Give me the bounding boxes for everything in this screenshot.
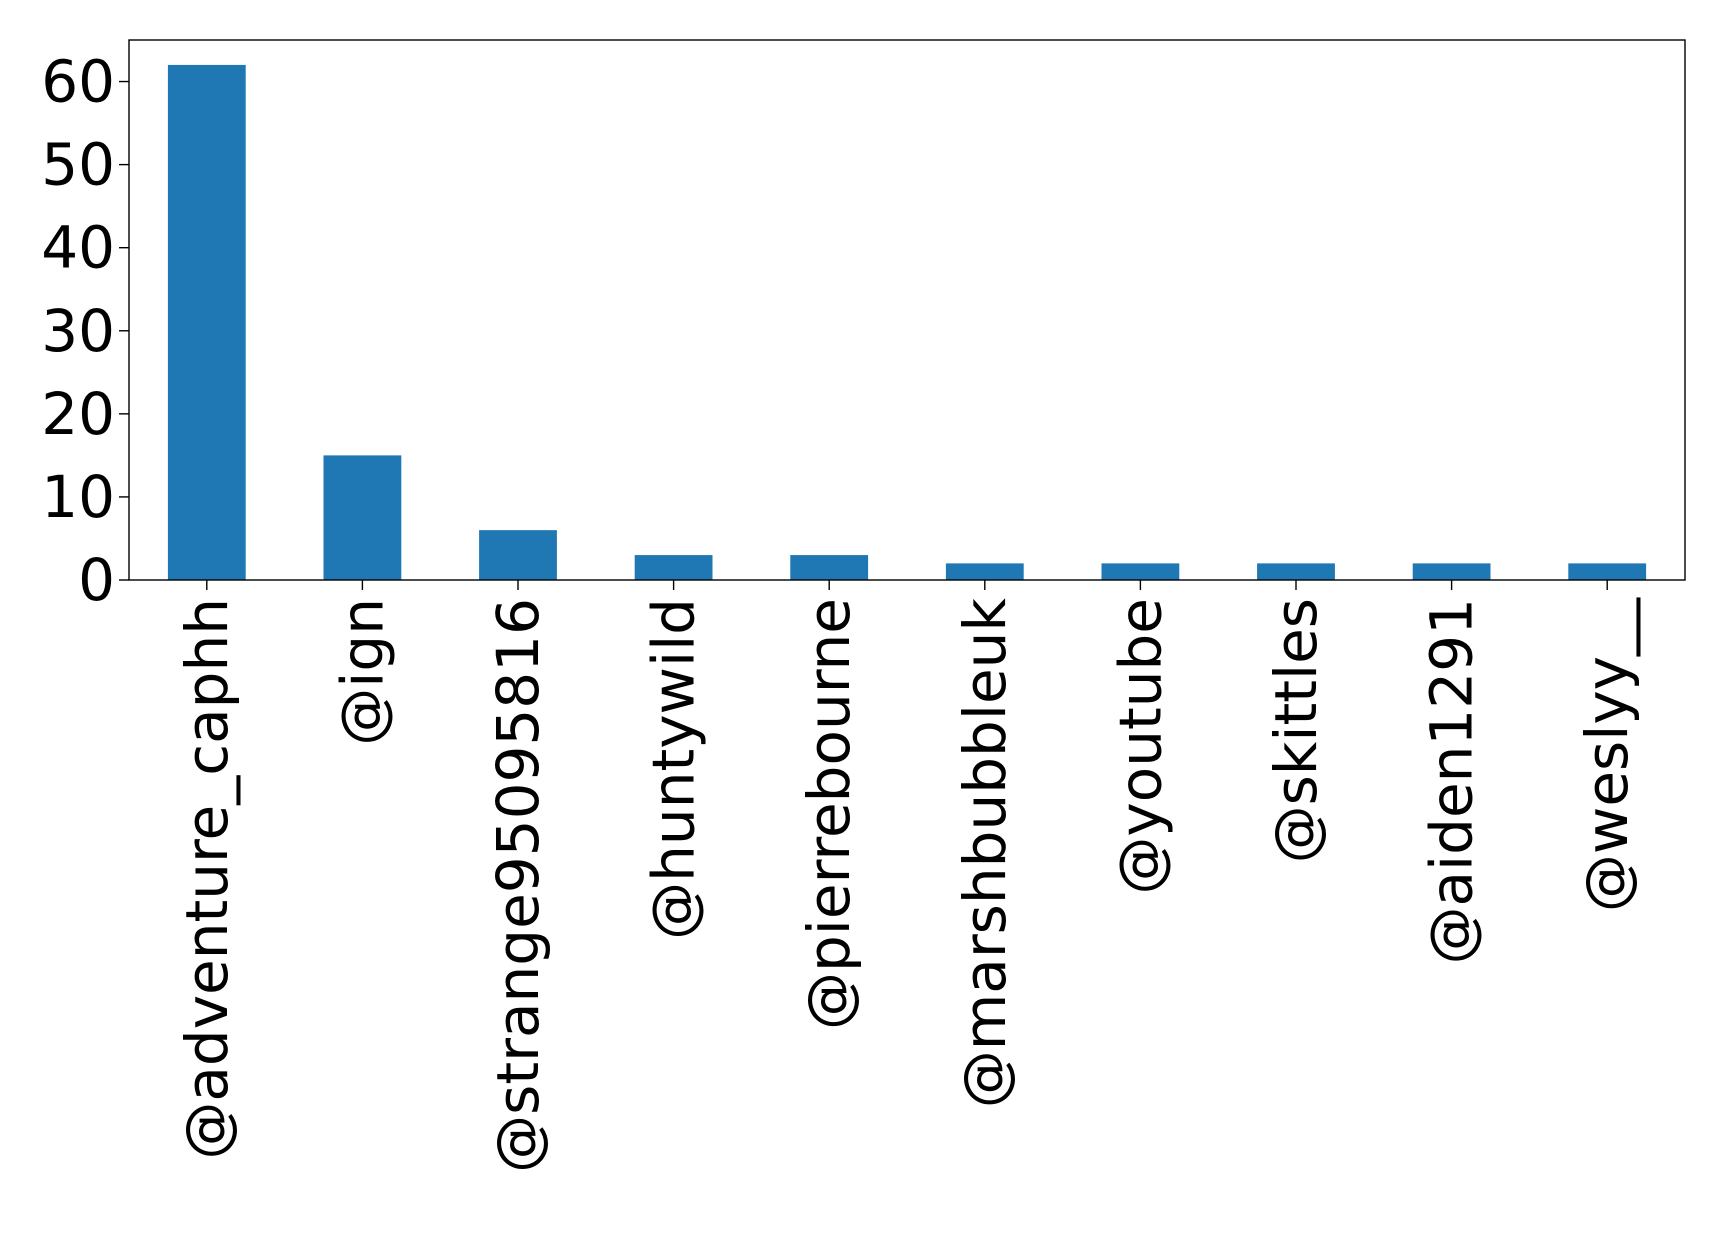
x-tick-label: @pierrebourne [795,598,863,1030]
bar [323,455,402,580]
y-tick-label: 50 [41,131,115,199]
x-tick-label: @strange95095816 [484,598,552,1173]
bar [1412,563,1491,580]
x-axis: @adventure_caphh @ign @strange95095816 @hun… [173,580,1641,1173]
bars-layer [167,64,1647,580]
bar [1568,563,1647,580]
x-tick-label: @aiden1291 [1418,598,1486,965]
x-tick-label: @weslyy__ [1573,597,1641,912]
x-tick-label: @skittles [1262,598,1330,863]
x-tick-label: @marshbubbleuk [951,598,1019,1109]
y-tick-label: 30 [41,297,115,365]
bar [167,64,246,580]
bar [479,530,557,580]
x-tick-label: @ign [328,598,396,746]
y-tick-label: 10 [41,463,115,531]
x-tick-label: @huntywild [640,598,708,940]
x-tick-label: @youtube [1106,598,1174,895]
bar [1101,563,1180,580]
bar [1257,563,1335,580]
y-tick-label: 0 [78,546,115,614]
y-axis: 0 10 20 30 40 50 60 [41,48,129,614]
y-tick-label: 60 [41,48,115,116]
plot-frame [128,39,1686,581]
y-tick-label: 20 [41,380,115,448]
y-tick-label: 40 [41,214,115,282]
x-tick-label: @adventure_caphh [173,598,241,1160]
bar [790,555,869,580]
bar [945,563,1024,580]
bar [634,555,713,580]
